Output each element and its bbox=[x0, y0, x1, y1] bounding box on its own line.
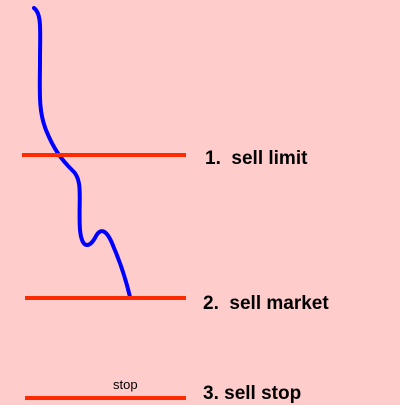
level-label: 3. sell stop bbox=[203, 383, 301, 404]
level-label: 1. sell limit bbox=[205, 148, 308, 169]
price-curve bbox=[32, 6, 132, 299]
stop-label: stop bbox=[113, 377, 138, 392]
level-label: 2. sell market bbox=[203, 293, 329, 314]
